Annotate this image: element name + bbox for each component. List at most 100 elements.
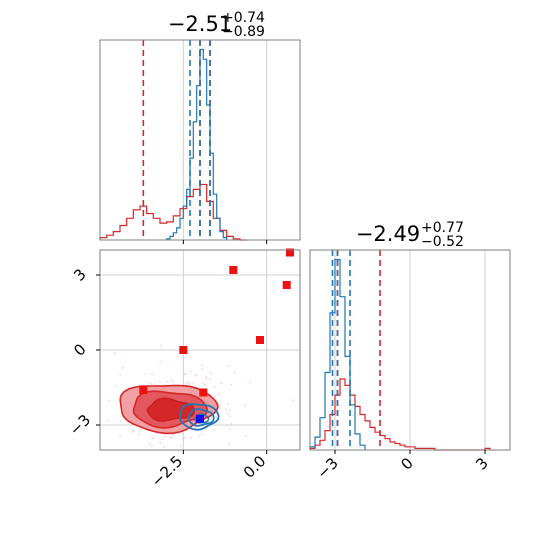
sample-point bbox=[228, 409, 231, 412]
histogram-series bbox=[99, 48, 247, 241]
x-tick-label: 3 bbox=[472, 454, 491, 473]
sample-point bbox=[162, 438, 164, 441]
x-tick-label: 0 bbox=[397, 454, 416, 473]
histogram-step-line bbox=[99, 183, 247, 241]
sample-point bbox=[190, 437, 193, 439]
sample-point bbox=[220, 382, 223, 385]
y-tick-label: −3 bbox=[66, 411, 94, 439]
sample-point bbox=[245, 434, 248, 437]
sample-point bbox=[249, 381, 252, 384]
sample-point bbox=[214, 395, 217, 397]
sample-point bbox=[160, 344, 162, 347]
scatter-marker bbox=[229, 266, 238, 274]
sample-point bbox=[226, 402, 229, 405]
y-tick-label: 0 bbox=[70, 340, 89, 359]
histogram-panel-param-1: −2.51 +0.74 −0.89 bbox=[99, 10, 301, 244]
sample-point bbox=[151, 445, 153, 448]
blue-contour-inner bbox=[194, 413, 210, 424]
title-value: −2.49 bbox=[356, 222, 420, 246]
title-lower-error: −0.89 bbox=[222, 24, 265, 40]
density-contours bbox=[119, 384, 220, 435]
sample-point bbox=[228, 365, 231, 367]
title-value: −2.51 bbox=[168, 12, 232, 36]
sample-point bbox=[170, 379, 173, 381]
sample-point bbox=[172, 380, 175, 383]
sample-point bbox=[225, 408, 227, 411]
blue-contour-middle bbox=[187, 408, 215, 427]
title-lower-error: −0.52 bbox=[421, 234, 464, 250]
sample-point bbox=[230, 384, 233, 386]
sample-point bbox=[119, 420, 122, 423]
scatter-marker bbox=[179, 346, 188, 354]
quantile-lines bbox=[331, 250, 381, 450]
sample-point bbox=[292, 399, 295, 402]
scatter-marker bbox=[199, 388, 208, 397]
sample-point bbox=[215, 415, 218, 418]
sample-point bbox=[180, 432, 183, 435]
grid-lines bbox=[182, 40, 268, 240]
scatter-contour-panel: −2.5 0.0 3 0 −3 bbox=[66, 248, 301, 491]
sample-point bbox=[187, 381, 190, 384]
sample-point bbox=[169, 436, 172, 439]
x-tick-label: 0.0 bbox=[240, 452, 270, 482]
sample-point bbox=[107, 419, 110, 422]
sample-point bbox=[151, 372, 153, 375]
sample-point bbox=[184, 382, 187, 385]
axes-frame bbox=[99, 39, 301, 241]
sample-point bbox=[139, 428, 142, 431]
sample-point bbox=[229, 415, 232, 417]
sample-point bbox=[162, 445, 165, 448]
sample-point bbox=[209, 378, 212, 380]
sample-point bbox=[171, 434, 174, 436]
title-upper-error: +0.77 bbox=[421, 220, 464, 236]
sample-point bbox=[154, 383, 156, 386]
sample-point bbox=[195, 374, 197, 376]
sample-point bbox=[230, 422, 233, 425]
grid-lines bbox=[334, 250, 486, 450]
scatter-marker bbox=[282, 281, 291, 289]
sample-point bbox=[119, 434, 122, 437]
sample-point bbox=[164, 383, 167, 386]
sample-point bbox=[159, 441, 162, 444]
histogram-panel-param-2: −3 0 3 −2.49 +0.77 −0.52 bbox=[309, 220, 511, 482]
sample-point bbox=[218, 393, 220, 395]
histogram-step-line bbox=[309, 378, 491, 451]
scatter-marker bbox=[196, 414, 204, 423]
sample-point bbox=[204, 383, 206, 386]
sample-point bbox=[228, 428, 231, 430]
title-upper-error: +0.74 bbox=[222, 10, 265, 26]
quantile-lines bbox=[142, 40, 211, 240]
sample-point bbox=[138, 433, 141, 436]
sample-point bbox=[121, 366, 124, 369]
y-tick-label: 3 bbox=[70, 265, 89, 284]
sample-point bbox=[192, 382, 195, 384]
sample-point bbox=[225, 424, 228, 427]
sample-point bbox=[189, 370, 192, 373]
axis-ticks bbox=[182, 240, 268, 244]
sample-point bbox=[113, 352, 116, 354]
sample-point bbox=[159, 360, 162, 363]
sample-point bbox=[201, 368, 204, 370]
sample-point bbox=[213, 386, 216, 389]
histogram-series bbox=[309, 258, 491, 451]
sample-point bbox=[184, 373, 186, 375]
x-tick-label: −2.5 bbox=[148, 452, 186, 490]
sample-point bbox=[200, 364, 203, 367]
sample-point bbox=[158, 380, 161, 383]
sample-point bbox=[200, 433, 203, 435]
sample-point bbox=[210, 416, 213, 419]
sample-point bbox=[198, 434, 201, 437]
histogram-step-line bbox=[166, 48, 228, 240]
axis-ticks: −2.5 0.0 3 0 −3 bbox=[66, 265, 270, 490]
sample-point bbox=[219, 404, 221, 406]
sample-point bbox=[205, 376, 208, 379]
sample-point bbox=[188, 383, 191, 386]
histogram-title-param-2: −2.49 bbox=[356, 222, 420, 246]
sample-point bbox=[182, 437, 184, 440]
sample-point bbox=[228, 442, 231, 445]
x-tick-label: −3 bbox=[313, 454, 341, 482]
sample-point bbox=[227, 412, 230, 415]
sample-point bbox=[166, 380, 169, 383]
sample-point bbox=[184, 437, 186, 439]
